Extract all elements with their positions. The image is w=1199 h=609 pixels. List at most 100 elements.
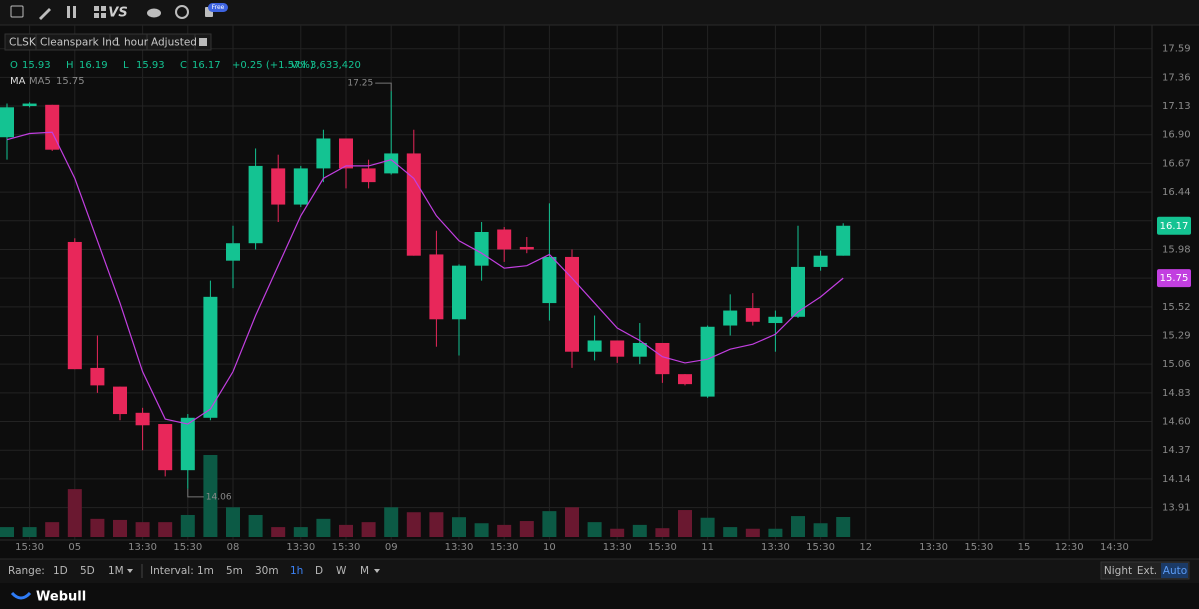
- interval-button[interactable]: 30m: [255, 565, 279, 577]
- volume-bar: [22, 527, 37, 537]
- x-tick-label: 14:30: [1100, 542, 1129, 553]
- volume-bar: [45, 522, 60, 537]
- x-tick-label: 13:30: [445, 542, 474, 553]
- interval-button[interactable]: 1m: [197, 565, 214, 577]
- last-ma-box: [1157, 269, 1191, 288]
- x-tick-label: 15:30: [490, 542, 519, 553]
- range-button[interactable]: 1M: [108, 565, 124, 577]
- icon-part: [101, 6, 106, 11]
- volume-bar: [632, 524, 647, 537]
- candle-body: [791, 266, 805, 317]
- icon-part: [73, 6, 76, 18]
- company-name: Cleanspark Inc: [40, 37, 118, 49]
- volume-bar: [248, 514, 263, 537]
- interval-button[interactable]: W: [336, 565, 347, 577]
- y-tick-label: 14.14: [1162, 474, 1191, 485]
- icon-part: [101, 13, 106, 18]
- candle-layer: [0, 91, 851, 489]
- volume-bar: [203, 455, 218, 537]
- legend-key: O: [10, 60, 18, 71]
- x-tick-label: 12:30: [1055, 542, 1084, 553]
- y-tick-label: 17.36: [1162, 72, 1191, 83]
- y-tick-label: 17.13: [1162, 101, 1191, 112]
- candle-body: [113, 386, 127, 415]
- icon-indicators[interactable]: [67, 6, 70, 18]
- icon-compare[interactable]: VS: [108, 6, 127, 21]
- volume-bar: [700, 517, 715, 537]
- ma-name: MA5: [29, 76, 51, 87]
- icon-chart[interactable]: [10, 5, 24, 18]
- volume-bar: [565, 507, 579, 537]
- interval-button[interactable]: D: [315, 565, 323, 577]
- settings-icon: [199, 38, 207, 46]
- candle-body: [339, 138, 353, 169]
- y-tick-label: 14.37: [1162, 445, 1191, 456]
- interval[interactable]: 1 hour: [114, 37, 149, 49]
- candle-body: [655, 342, 670, 375]
- volume-bar: [542, 511, 557, 537]
- candle-body: [452, 265, 466, 320]
- volume-bar: [813, 523, 828, 537]
- volume-bar: [90, 518, 105, 537]
- mode-button[interactable]: Night: [1104, 565, 1132, 577]
- brand-logo: [10, 591, 32, 600]
- candle-body: [745, 308, 760, 322]
- y-tick-label: 14.83: [1162, 388, 1191, 399]
- x-tick-label: 15:30: [173, 542, 202, 553]
- high-label: 17.25: [347, 79, 373, 89]
- interval-button[interactable]: 5m: [226, 565, 243, 577]
- volume-bar: [610, 528, 625, 537]
- x-tick-label: 13:30: [286, 542, 315, 553]
- dropdown-arrow[interactable]: [127, 569, 133, 573]
- volume-bar: [519, 521, 534, 537]
- candle-body: [723, 310, 738, 326]
- candle-body: [836, 225, 851, 256]
- interval-button-active[interactable]: 1h: [290, 565, 303, 577]
- y-tick-label: 16.44: [1162, 187, 1191, 198]
- header: [4, 33, 212, 51]
- candle-body: [768, 316, 783, 324]
- legend-key: H: [66, 60, 74, 71]
- volume-bar: [429, 512, 444, 537]
- low-marker: [187, 488, 204, 498]
- icon-layout[interactable]: [94, 6, 99, 11]
- range-label: Range:: [8, 565, 45, 577]
- x-tick-label: 15:30: [806, 542, 835, 553]
- volume-bar: [316, 518, 331, 537]
- x-tick-label: 15:30: [648, 542, 677, 553]
- x-tick-label: 10: [543, 542, 556, 553]
- adjust[interactable]: Adjusted: [151, 37, 197, 49]
- legend-high: 16.19: [79, 60, 108, 71]
- x-tick-label: 12: [859, 542, 872, 553]
- ma-line: [6, 131, 844, 425]
- interval-button[interactable]: M: [360, 565, 369, 577]
- icon-draw[interactable]: [39, 8, 51, 20]
- range-button[interactable]: 1D: [53, 565, 68, 577]
- candle-body: [429, 254, 444, 320]
- dropdown-arrow[interactable]: [374, 569, 380, 573]
- icon-cloud[interactable]: [147, 8, 161, 18]
- interval-label: Interval:: [150, 565, 194, 577]
- candle-body: [384, 153, 399, 174]
- mode-button[interactable]: Ext.: [1137, 565, 1157, 577]
- y-tick-label: 15.52: [1162, 302, 1191, 313]
- icon-part: [94, 13, 99, 18]
- symbol: CLSK: [9, 37, 37, 49]
- last-ma: 15.75: [1160, 273, 1189, 284]
- candle-body: [361, 168, 376, 183]
- icon-target[interactable]: [175, 5, 189, 19]
- x-tick-label: 15: [1018, 542, 1031, 553]
- candle-body: [271, 168, 286, 205]
- x-tick-label: 13:30: [919, 542, 948, 553]
- candle-body: [0, 107, 14, 138]
- candle-body: [203, 296, 218, 418]
- volume-bar: [158, 522, 173, 537]
- y-tick-label: 16.67: [1162, 158, 1191, 169]
- candle-body: [135, 412, 150, 426]
- grid: [0, 25, 1153, 541]
- range-button[interactable]: 5D: [80, 565, 95, 577]
- x-tick-label: 13:30: [128, 542, 157, 553]
- candle-body: [678, 374, 692, 385]
- mode-button[interactable]: Auto: [1163, 565, 1187, 577]
